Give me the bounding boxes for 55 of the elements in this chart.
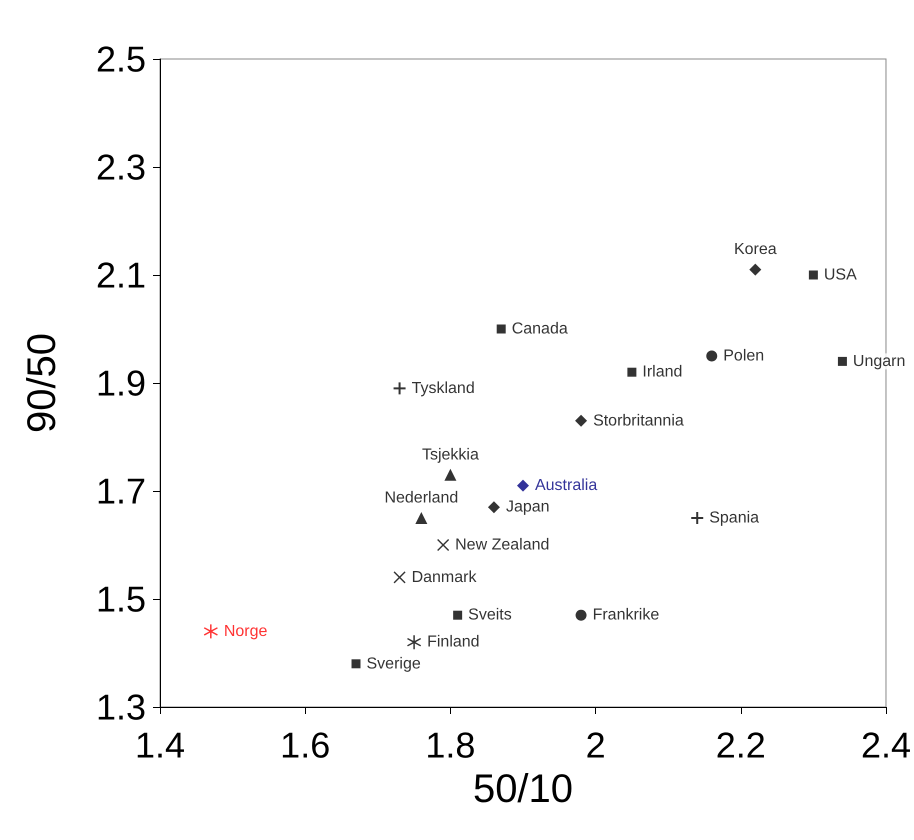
x-tick-label: 2.4 <box>860 724 911 766</box>
series-label: Japan <box>506 498 550 516</box>
series-label: Spania <box>709 510 760 526</box>
y-tick-label: 2.5 <box>96 38 146 80</box>
y-axis-title: 90/50 <box>20 332 64 434</box>
x-tick-label: 2.2 <box>716 724 766 766</box>
series-label: Irland <box>642 364 682 381</box>
y-tick-label: 1.3 <box>96 686 146 728</box>
point <box>444 468 456 481</box>
point <box>394 571 406 584</box>
y-tick-label: 1.7 <box>96 470 146 512</box>
y-tick-label: 1.9 <box>96 362 146 404</box>
x-axis-title: 50/10 <box>472 767 574 811</box>
x-tick-label: 2 <box>586 724 606 766</box>
point <box>691 512 704 524</box>
y-tick-label: 2.1 <box>96 254 146 296</box>
point <box>352 659 361 668</box>
series-label: Polen <box>723 348 764 364</box>
x-tick-label: 1.8 <box>425 724 476 766</box>
series-label: Frankrike <box>592 606 660 624</box>
point <box>453 610 462 620</box>
series-label: Norge <box>224 622 268 640</box>
point <box>575 414 588 427</box>
point <box>204 624 218 638</box>
point <box>516 480 529 492</box>
point <box>838 356 847 366</box>
series-label: Storbritannia <box>593 412 684 430</box>
series-label: Tyskland <box>412 380 475 397</box>
series-label: Canada <box>512 320 568 338</box>
point <box>627 368 636 377</box>
series-label: New Zealand <box>455 536 550 554</box>
x-tick-label: 1.6 <box>280 724 330 766</box>
point <box>808 270 818 280</box>
series-label: Finland <box>427 634 480 651</box>
series-label: Tsjekkia <box>422 446 479 464</box>
point <box>394 382 406 394</box>
series-label: Sverige <box>366 655 421 672</box>
series-label: USA <box>824 266 858 284</box>
point <box>415 512 428 524</box>
y-tick-label: 2.3 <box>96 146 146 188</box>
point <box>496 324 506 334</box>
series-label: Danmark <box>412 568 478 586</box>
point <box>706 350 718 362</box>
point <box>488 501 500 514</box>
series-label: Ungarn <box>852 352 906 370</box>
y-tick-label: 1.5 <box>96 578 146 620</box>
point <box>749 264 762 276</box>
point <box>576 610 587 621</box>
series-label: Korea <box>734 241 777 258</box>
point <box>437 539 450 551</box>
series-label: Nederland <box>384 490 458 506</box>
series-label: Sveits <box>468 606 512 624</box>
x-tick-label: 1.4 <box>134 724 186 766</box>
series-label: Australia <box>534 477 598 494</box>
point <box>407 635 422 650</box>
